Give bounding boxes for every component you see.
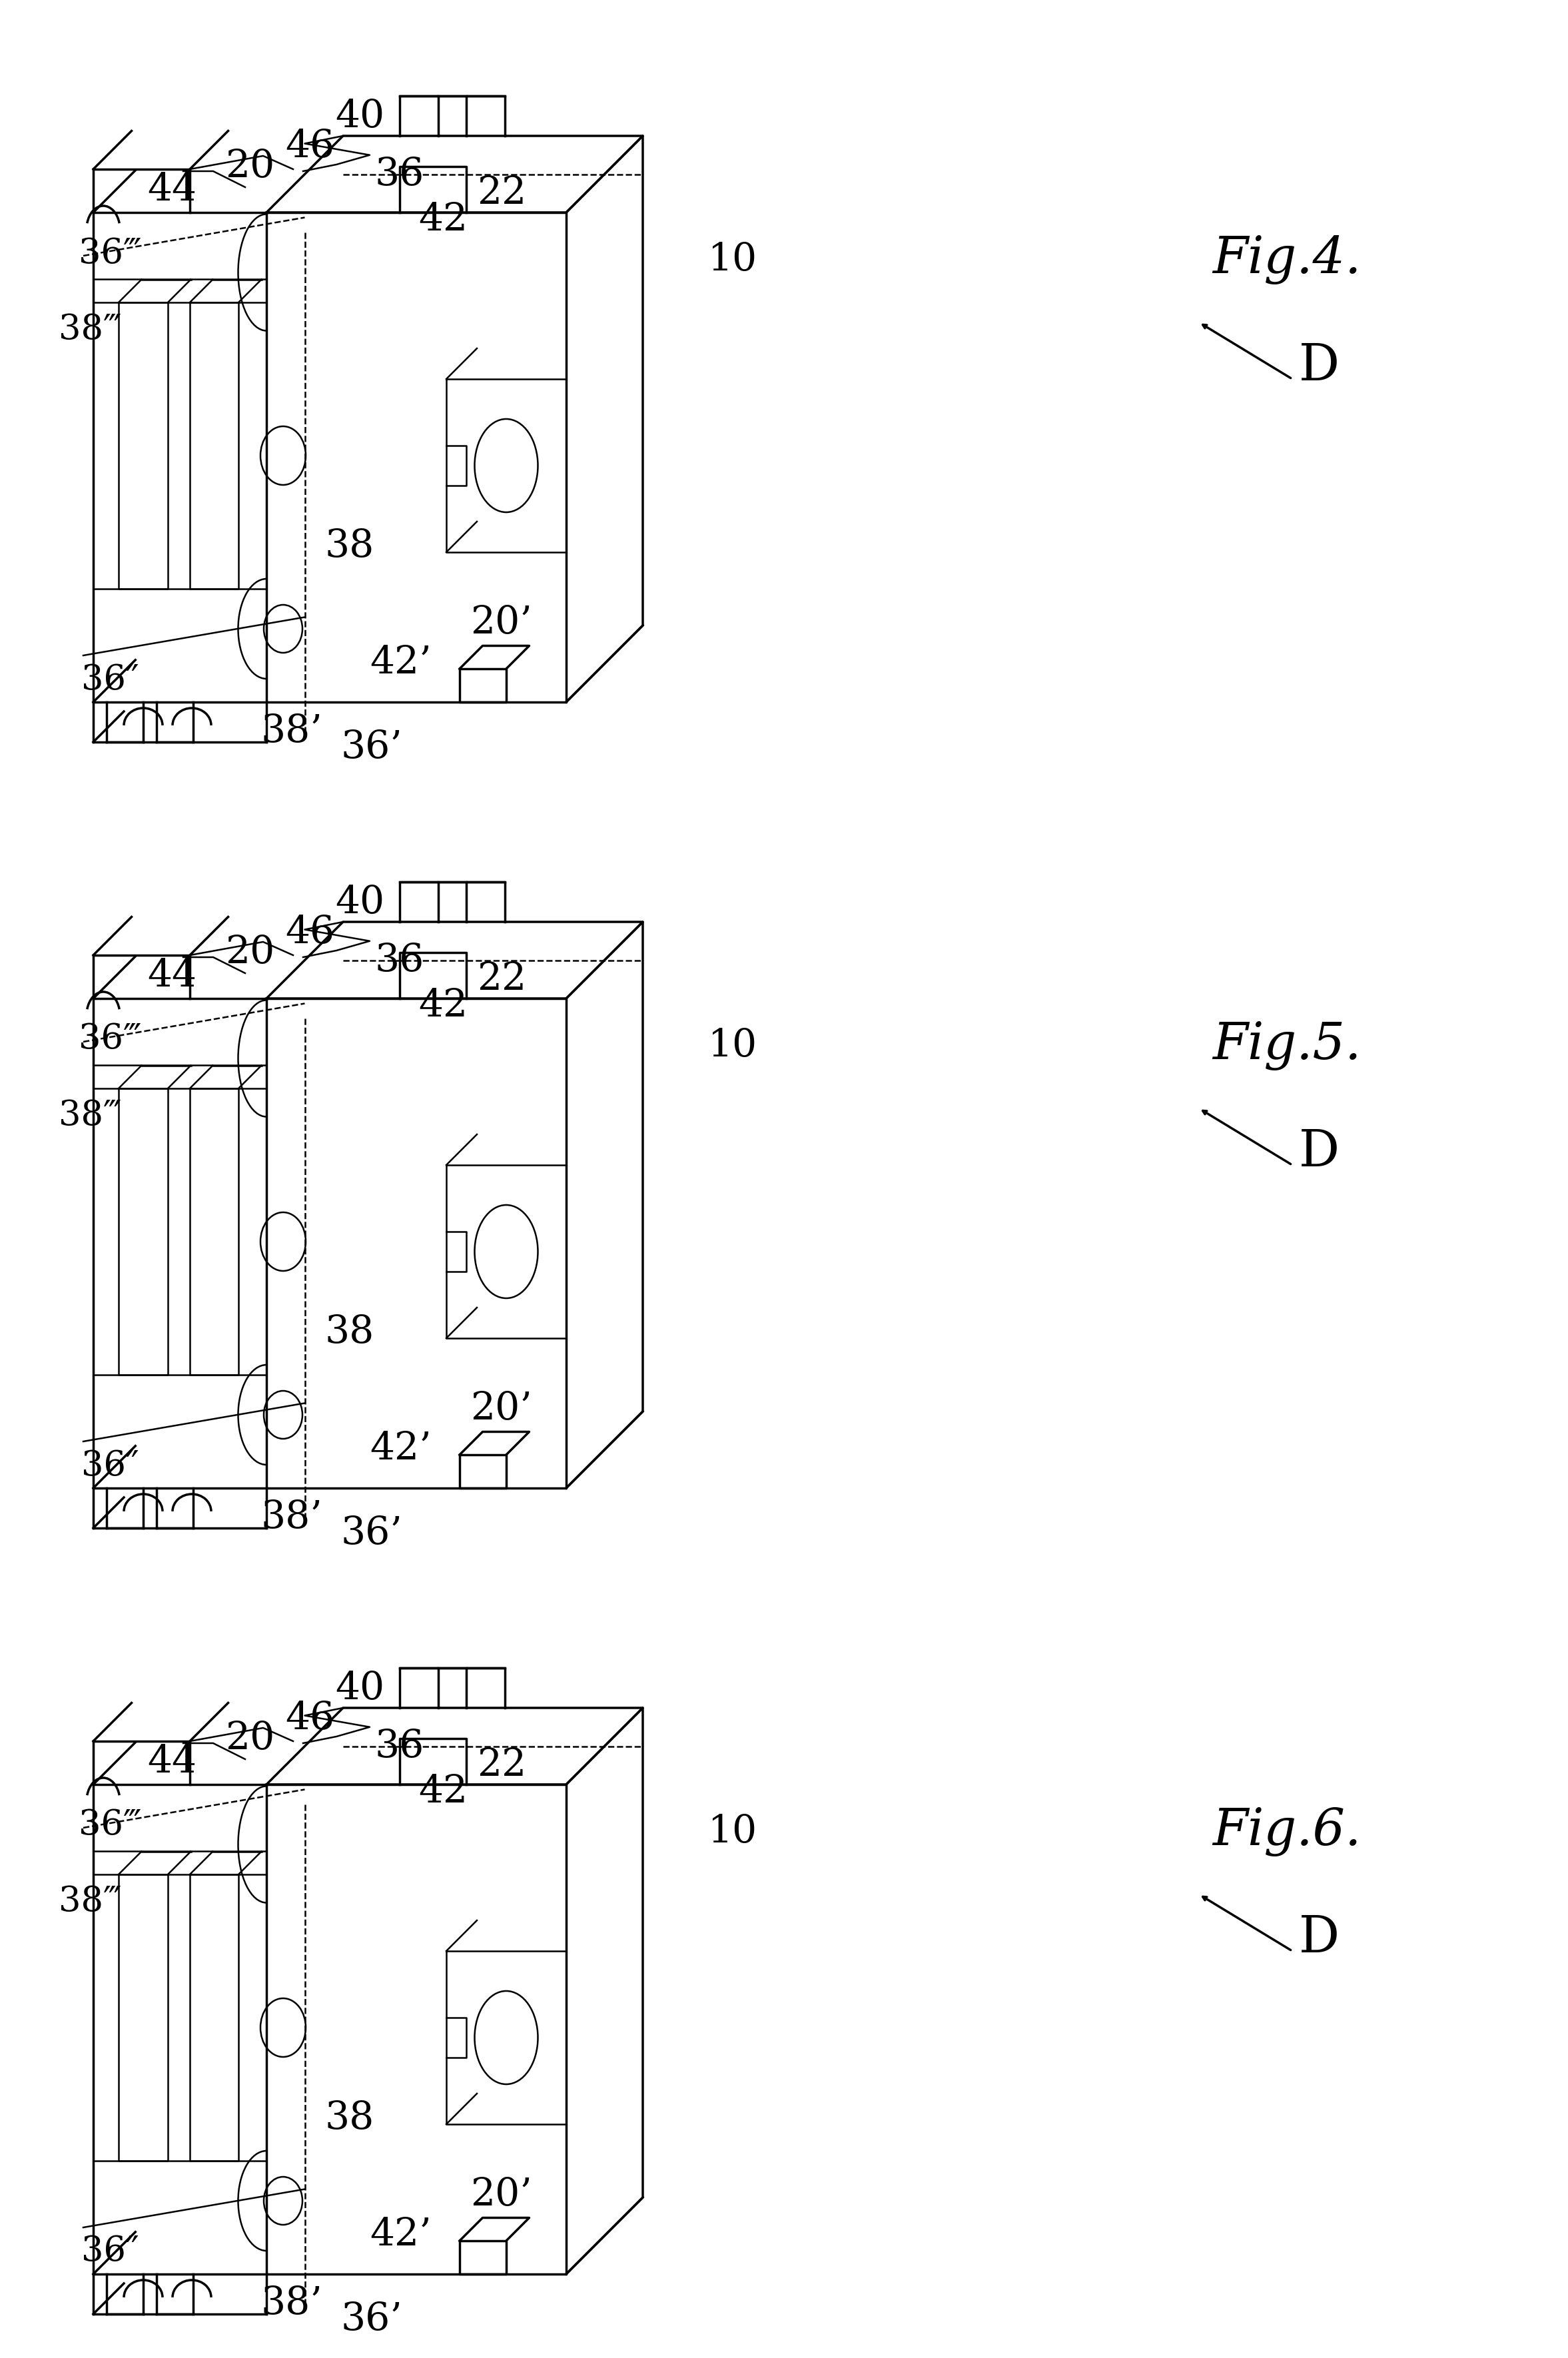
- Text: 42’: 42’: [370, 644, 431, 681]
- Text: Fig.4.: Fig.4.: [1212, 236, 1361, 285]
- Text: 36″: 36″: [82, 2233, 140, 2268]
- Text: 36: 36: [375, 156, 425, 193]
- Text: 36‴: 36‴: [78, 236, 141, 271]
- Text: 10: 10: [709, 1813, 757, 1851]
- Text: 36’: 36’: [340, 729, 403, 766]
- Text: 20: 20: [226, 1719, 274, 1757]
- Text: 20: 20: [226, 934, 274, 971]
- Text: 38’: 38’: [260, 2285, 323, 2320]
- Text: 36: 36: [375, 941, 425, 979]
- Text: 40: 40: [336, 99, 384, 134]
- Text: 42: 42: [419, 200, 467, 238]
- Text: 20: 20: [226, 149, 274, 186]
- Text: 20’: 20’: [470, 2176, 532, 2212]
- Text: 38‴: 38‴: [58, 1884, 121, 1917]
- Text: 22: 22: [477, 960, 527, 997]
- Text: 36’: 36’: [340, 2299, 403, 2337]
- Text: D: D: [1298, 1127, 1339, 1177]
- Text: 40: 40: [336, 884, 384, 922]
- Text: 10: 10: [709, 1026, 757, 1063]
- Text: 38: 38: [325, 2099, 375, 2136]
- Text: 10: 10: [709, 241, 757, 278]
- Text: 36″: 36″: [82, 1448, 140, 1481]
- Text: 44: 44: [147, 957, 196, 995]
- Text: 42’: 42’: [370, 2217, 431, 2252]
- Text: D: D: [1298, 342, 1339, 391]
- Text: Fig.6.: Fig.6.: [1212, 1806, 1361, 1856]
- Text: 36″: 36″: [82, 663, 140, 696]
- Text: 36’: 36’: [340, 1514, 403, 1552]
- Text: 46: 46: [285, 913, 334, 950]
- Text: 42’: 42’: [370, 1429, 431, 1467]
- Text: 36‴: 36‴: [78, 1021, 141, 1056]
- Text: 44: 44: [147, 1743, 196, 1780]
- Text: 36: 36: [375, 1728, 425, 1764]
- Text: 22: 22: [477, 174, 527, 212]
- Text: 38’: 38’: [260, 712, 323, 750]
- Text: 38‴: 38‴: [58, 1099, 121, 1132]
- Text: 38: 38: [325, 528, 375, 564]
- Text: 22: 22: [477, 1745, 527, 1783]
- Text: 38‴: 38‴: [58, 314, 121, 347]
- Text: 20’: 20’: [470, 1389, 532, 1427]
- Text: Fig.5.: Fig.5.: [1212, 1021, 1361, 1071]
- Text: 44: 44: [147, 172, 196, 208]
- Text: 40: 40: [336, 1669, 384, 1707]
- Text: 38: 38: [325, 1313, 375, 1351]
- Text: 38’: 38’: [260, 1497, 323, 1535]
- Text: 20’: 20’: [470, 604, 532, 641]
- Text: D: D: [1298, 1912, 1339, 1962]
- Text: 46: 46: [285, 1700, 334, 1738]
- Text: 42: 42: [419, 1773, 467, 1811]
- Text: 36‴: 36‴: [78, 1809, 141, 1842]
- Text: 46: 46: [285, 127, 334, 165]
- Text: 42: 42: [419, 988, 467, 1023]
